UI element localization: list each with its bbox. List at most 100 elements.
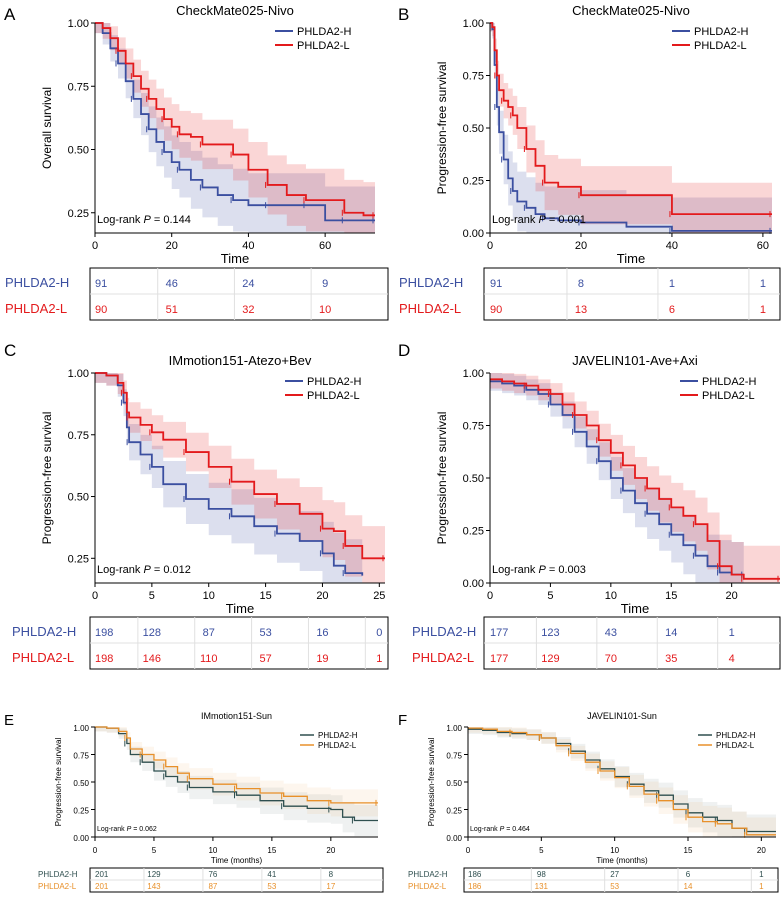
ci-band-h [95, 23, 375, 233]
x-tick-label: 10 [208, 846, 217, 855]
risk-table-group-label: PHLDA2-H [12, 624, 76, 639]
x-tick-label: 20 [326, 846, 335, 855]
risk-table-group-label: PHLDA2-L [38, 882, 77, 891]
logrank-annotation: Log-rank P = 0.012 [97, 564, 191, 576]
risk-table-count: 76 [208, 870, 217, 879]
chart-title: IMmotion151-Sun [201, 711, 272, 721]
x-tick-label: 10 [203, 590, 215, 602]
ci-band-l [490, 23, 772, 233]
risk-table-count: 13 [575, 304, 587, 316]
risk-table-group-label: PHLDA2-L [399, 301, 461, 316]
risk-table-count: 91 [95, 278, 107, 290]
x-tick-label: 5 [149, 590, 155, 602]
y-tick-label: 0.50 [68, 145, 89, 157]
risk-table-count: 0 [376, 627, 382, 639]
risk-table-group-label: PHLDA2-L [412, 650, 474, 665]
risk-table-count: 1 [759, 882, 764, 891]
x-tick-label: 25 [373, 590, 385, 602]
y-tick-label: 0.75 [68, 81, 89, 93]
risk-table-group-label: PHLDA2-H [5, 275, 69, 290]
panel-letter: B [398, 5, 409, 24]
x-tick-label: 20 [316, 590, 328, 602]
ci-band-h [95, 373, 363, 583]
risk-table-count: 87 [203, 627, 215, 639]
panel-a: A CheckMate025-Nivo 0.25 0.50 0.75 1.00 0 20 40 6… [4, 3, 389, 321]
y-tick-label: 1.00 [446, 724, 462, 733]
legend-label: PHLDA2-H [694, 26, 748, 38]
risk-table-group-label: PHLDA2-L [5, 301, 67, 316]
legend-label: PHLDA2-H [318, 731, 358, 740]
km-line-l [95, 726, 378, 804]
risk-table-count: 129 [147, 870, 161, 879]
km-line-l [490, 378, 780, 580]
risk-table-count: 70 [605, 653, 617, 665]
x-tick-label: 15 [267, 846, 276, 855]
x-tick-label: 20 [757, 846, 766, 855]
panel-d: D JAVELIN101-Ave+Axi 0.00 0.25 0.50 0.75 1.00 0… [398, 341, 781, 670]
y-axis-label: Progression-free survival [435, 412, 449, 545]
logrank-annotation: Log-rank P = 0.144 [97, 214, 191, 226]
x-axis-label: Time (months) [211, 856, 263, 865]
risk-table-count: 146 [143, 653, 161, 665]
risk-table-count: 17 [326, 882, 335, 891]
y-tick-label: 0.25 [68, 553, 89, 565]
ci-band-l [95, 373, 385, 583]
risk-table-count: 143 [147, 882, 161, 891]
risk-table-count: 90 [95, 304, 107, 316]
risk-table-group-label: PHLDA2-H [399, 275, 463, 290]
y-tick-label: 0.75 [463, 421, 484, 433]
risk-table-count: 186 [468, 882, 482, 891]
y-tick-label: 1.00 [68, 18, 89, 30]
y-tick-label: 0.25 [446, 807, 462, 816]
risk-table-count: 14 [665, 627, 677, 639]
ci-band-l [95, 727, 378, 817]
y-tick-label: 0.75 [463, 71, 484, 83]
chart-title: CheckMate025-Nivo [572, 3, 690, 18]
x-tick-label: 20 [166, 240, 178, 252]
y-axis-label: Progression-free survival [427, 738, 436, 827]
ci-band-l [468, 727, 776, 837]
risk-table-count: 1 [376, 653, 382, 665]
legend-label: PHLDA2-H [716, 731, 756, 740]
risk-table-count: 1 [760, 304, 766, 316]
legend-label: PHLDA2-H [307, 376, 361, 388]
y-tick-label: 0.75 [446, 752, 462, 761]
x-tick-label: 60 [757, 240, 769, 252]
x-axis-label: Time [617, 251, 645, 266]
km-line-l [468, 727, 776, 836]
x-tick-label: 40 [666, 240, 678, 252]
km-line-h [490, 22, 772, 232]
x-tick-label: 0 [92, 590, 98, 602]
panel-letter: D [398, 341, 410, 360]
chart-title: CheckMate025-Nivo [176, 3, 294, 18]
km-line-h [95, 22, 375, 222]
x-axis-label: Time [621, 601, 649, 616]
km-line-h [95, 372, 364, 576]
x-tick-label: 20 [726, 590, 738, 602]
y-tick-label: 0.75 [68, 430, 89, 442]
y-tick-label: 0.00 [73, 834, 89, 843]
risk-table-count: 4 [729, 653, 735, 665]
risk-table-count: 177 [490, 653, 508, 665]
y-tick-label: 0.25 [68, 208, 89, 220]
y-tick-label: 1.00 [463, 368, 484, 380]
x-tick-label: 15 [684, 846, 693, 855]
y-tick-label: 1.00 [463, 18, 484, 30]
panel-f: F JAVELIN101-Sun 0.00 0.25 0.50 0.75 1.00 0 5 10 1… [398, 711, 779, 893]
chart-title: JAVELIN101-Sun [587, 711, 657, 721]
x-tick-label: 15 [665, 590, 677, 602]
x-tick-label: 60 [319, 240, 331, 252]
y-tick-label: 0.75 [73, 752, 89, 761]
logrank-annotation: Log-rank P = 0.062 [97, 826, 157, 833]
risk-table-count: 1 [760, 278, 766, 290]
risk-table-count: 201 [95, 870, 109, 879]
risk-table-group-label: PHLDA2-L [12, 650, 74, 665]
y-tick-label: 0.25 [463, 176, 484, 188]
panel-letter: A [4, 5, 16, 24]
x-tick-label: 0 [92, 240, 98, 252]
risk-table-count: 8 [578, 278, 584, 290]
x-axis-label: Time (months) [596, 856, 648, 865]
risk-table-count: 53 [259, 627, 271, 639]
legend-label: PHLDA2-H [297, 26, 351, 38]
